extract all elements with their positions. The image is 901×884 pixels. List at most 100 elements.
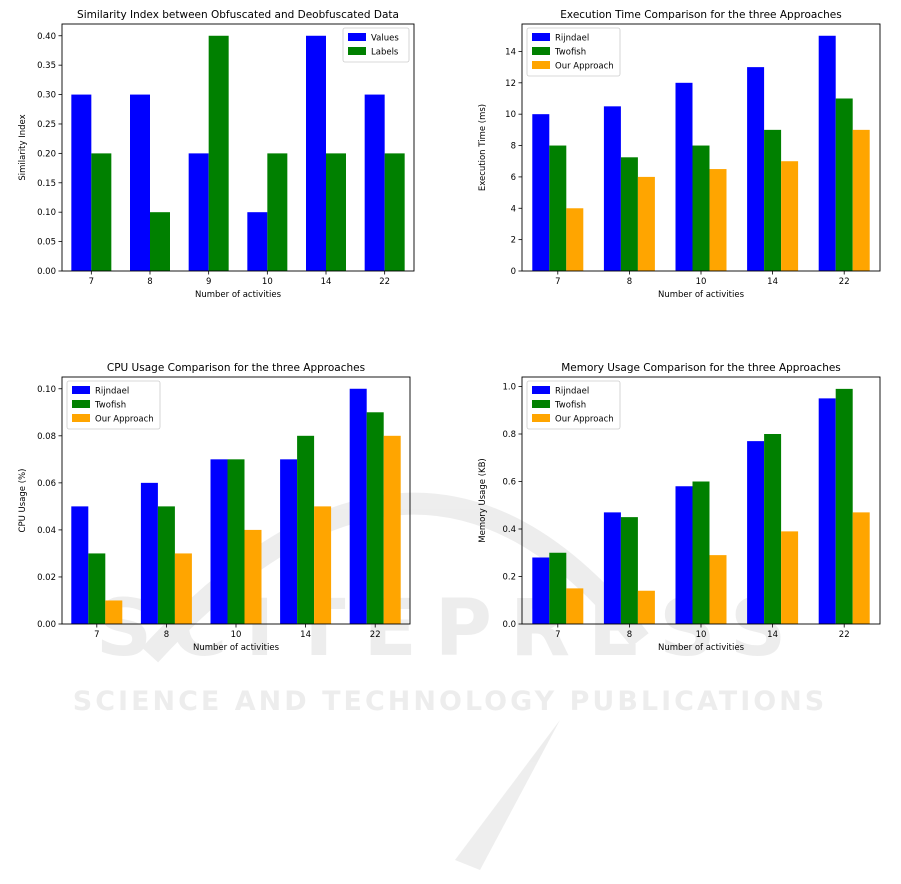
legend-label: Rijndael: [95, 387, 129, 397]
y-tick-label: 0.6: [502, 478, 516, 488]
legend-label: Our Approach: [95, 415, 154, 425]
bar-our-approach-14: [314, 506, 332, 624]
chart-title: Memory Usage Comparison for the three Ap…: [561, 362, 841, 374]
y-axis-label: Memory Usage (KB): [478, 458, 488, 543]
bar-twofish-7: [549, 552, 567, 624]
bar-rijndael-7: [532, 557, 550, 624]
chart-4: Memory Usage Comparison for the three Ap…: [478, 362, 881, 653]
legend-swatch: [532, 414, 550, 422]
bar-our-approach-8: [637, 176, 655, 271]
x-tick-label: 22: [839, 277, 850, 287]
y-tick-label: 0.04: [37, 526, 56, 536]
y-tick-label: 2: [511, 236, 516, 246]
bar-twofish-10: [692, 145, 710, 271]
y-tick-label: 0.10: [37, 385, 56, 395]
x-tick-label: 7: [94, 630, 99, 640]
bar-our-approach-7: [566, 208, 584, 271]
x-tick-label: 14: [300, 630, 311, 640]
bar-our-approach-22: [852, 129, 870, 271]
y-tick-label: 0.0: [502, 620, 516, 630]
legend-label: Twofish: [554, 48, 586, 58]
legend-label: Twofish: [554, 401, 586, 411]
bar-labels-8: [150, 212, 170, 271]
x-axis-label: Number of activities: [658, 643, 745, 653]
legend-frame: [526, 27, 621, 77]
bar-our-approach-8: [637, 590, 655, 624]
x-tick-label: 10: [262, 277, 273, 287]
legend: Values Labels: [342, 27, 410, 63]
y-tick-label: 0.4: [502, 525, 516, 535]
watermark-tagline: SCIENCE AND TECHNOLOGY PUBLICATIONS: [73, 686, 827, 717]
y-tick-label: 0.8: [502, 430, 516, 440]
x-tick-label: 10: [696, 277, 707, 287]
x-axis-label: Number of activities: [195, 290, 282, 300]
y-tick-label: 0.02: [37, 573, 56, 583]
chart-title: Execution Time Comparison for the three …: [560, 9, 841, 21]
bar-rijndael-7: [532, 114, 550, 271]
bar-our-approach-14: [781, 161, 799, 271]
x-tick-label: 10: [696, 630, 707, 640]
bar-values-10: [247, 212, 268, 271]
chart-2: Execution Time Comparison for the three …: [478, 9, 881, 300]
x-tick-label: 14: [767, 277, 778, 287]
bar-labels-10: [267, 153, 288, 271]
y-tick-label: 0.20: [37, 149, 56, 159]
y-tick-label: 0.05: [37, 238, 56, 248]
y-tick-label: 6: [511, 173, 516, 183]
bar-twofish-8: [157, 506, 175, 624]
bar-twofish-22: [835, 98, 853, 271]
x-tick-label: 9: [206, 277, 211, 287]
bar-labels-22: [384, 153, 405, 271]
bar-rijndael-10: [210, 459, 228, 624]
x-tick-label: 8: [147, 277, 152, 287]
bar-our-approach-7: [566, 588, 584, 624]
bar-labels-7: [91, 153, 112, 271]
bar-labels-14: [326, 153, 346, 271]
x-tick-label: 7: [555, 277, 560, 287]
legend: Rijndael Twofish Our Approach: [526, 380, 621, 430]
bar-rijndael-22: [818, 398, 836, 624]
bar-twofish-14: [764, 129, 782, 271]
bar-rijndael-8: [140, 482, 158, 624]
y-tick-label: 10: [505, 110, 516, 120]
bar-rijndael-14: [747, 441, 765, 624]
y-tick-label: 8: [511, 142, 516, 152]
y-tick-label: 0.08: [37, 432, 56, 442]
bar-rijndael-8: [603, 512, 621, 624]
bar-values-14: [306, 35, 326, 272]
legend-swatch: [348, 47, 366, 55]
legend: Rijndael Twofish Our Approach: [66, 380, 161, 430]
bar-twofish-14: [297, 435, 315, 624]
y-tick-label: 0: [511, 267, 516, 277]
bar-values-9: [188, 153, 209, 271]
bar-values-22: [364, 94, 385, 271]
legend-swatch: [532, 61, 550, 69]
bar-our-approach-10: [709, 555, 727, 624]
chart-title: Similarity Index between Obfuscated and …: [77, 9, 399, 21]
bar-our-approach-14: [781, 531, 799, 624]
x-tick-label: 22: [379, 277, 390, 287]
y-tick-label: 0.2: [502, 573, 516, 583]
bar-values-8: [130, 94, 150, 271]
x-axis-label: Number of activities: [193, 643, 280, 653]
x-axis-label: Number of activities: [658, 290, 745, 300]
chart-1: Similarity Index between Obfuscated and …: [18, 9, 415, 300]
legend-label: Our Approach: [555, 415, 614, 425]
bar-our-approach-10: [709, 169, 727, 271]
y-tick-label: 1.0: [502, 383, 516, 393]
legend-swatch: [72, 400, 90, 408]
y-tick-label: 12: [505, 79, 516, 89]
x-tick-label: 8: [164, 630, 169, 640]
legend-swatch: [532, 47, 550, 55]
bar-our-approach-22: [852, 512, 870, 624]
y-tick-label: 4: [511, 204, 516, 214]
chart-title: CPU Usage Comparison for the three Appro…: [107, 362, 365, 374]
bar-our-approach-8: [174, 553, 192, 624]
bar-twofish-10: [692, 481, 710, 624]
x-tick-label: 14: [767, 630, 778, 640]
bar-rijndael-7: [71, 506, 89, 624]
y-tick-label: 0.30: [37, 91, 56, 101]
legend-swatch: [532, 33, 550, 41]
y-tick-label: 0.00: [37, 267, 56, 277]
